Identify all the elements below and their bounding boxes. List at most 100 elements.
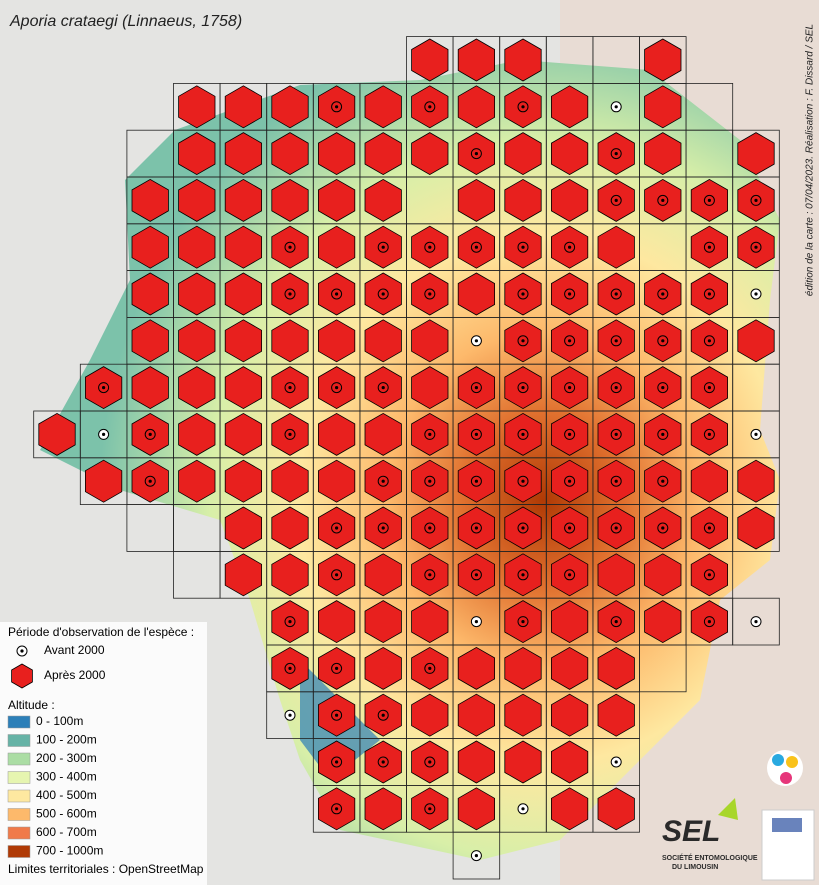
observation-after-2000 bbox=[178, 319, 216, 363]
observation-before-2000 bbox=[703, 194, 715, 206]
observation-dot bbox=[288, 245, 292, 249]
observation-after-2000 bbox=[131, 319, 169, 363]
observation-after-2000 bbox=[85, 459, 123, 503]
observation-dot bbox=[148, 432, 152, 436]
observation-after-2000 bbox=[504, 132, 542, 176]
observation-dot bbox=[335, 526, 339, 530]
observation-dot bbox=[568, 573, 572, 577]
observation-before-2000 bbox=[331, 101, 343, 113]
observation-dot bbox=[428, 105, 432, 109]
observation-dot bbox=[661, 339, 665, 343]
observation-dot bbox=[568, 292, 572, 296]
observation-before-2000 bbox=[377, 475, 389, 487]
observation-before-2000 bbox=[657, 475, 669, 487]
observation-before-2000 bbox=[470, 475, 482, 487]
observation-after-2000 bbox=[224, 178, 263, 222]
observation-before-2000 bbox=[424, 569, 436, 581]
observation-after-2000 bbox=[224, 225, 263, 269]
observation-before-2000 bbox=[564, 522, 576, 534]
observation-before-2000 bbox=[331, 522, 343, 534]
observation-before-2000 bbox=[470, 569, 482, 581]
observation-dot bbox=[335, 760, 339, 764]
observation-dot bbox=[474, 245, 478, 249]
observation-after-2000 bbox=[504, 178, 542, 222]
observation-after-2000 bbox=[457, 646, 496, 690]
observation-dot bbox=[568, 526, 572, 530]
observation-after-2000 bbox=[644, 85, 682, 129]
observation-before-2000 bbox=[470, 522, 482, 534]
observation-after-2000 bbox=[551, 740, 589, 784]
observation-before-2000 bbox=[517, 101, 529, 113]
observation-dot bbox=[661, 198, 665, 202]
observation-dot bbox=[568, 386, 572, 390]
observation-dot bbox=[568, 245, 572, 249]
observation-dot bbox=[335, 386, 339, 390]
observation-after-2000 bbox=[224, 272, 263, 316]
map-title: Aporia crataegi (Linnaeus, 1758) bbox=[9, 13, 242, 30]
observation-after-2000 bbox=[411, 693, 449, 737]
altitude-swatch bbox=[7, 826, 31, 840]
observation-before-2000 bbox=[610, 428, 622, 440]
observation-before-2000 bbox=[284, 662, 296, 674]
observation-dot bbox=[474, 620, 478, 624]
observation-before-2000 bbox=[331, 569, 343, 581]
observation-dot bbox=[614, 526, 618, 530]
partner-logo-part bbox=[772, 754, 784, 766]
observation-after-2000 bbox=[364, 178, 402, 222]
observation-before-2000 bbox=[377, 382, 389, 394]
observation-after-2000 bbox=[271, 319, 309, 363]
observation-dot bbox=[707, 245, 712, 249]
observation-after-2000 bbox=[597, 693, 635, 737]
observation-after-2000 bbox=[504, 38, 542, 82]
observation-after-2000 bbox=[271, 506, 309, 550]
observation-before-2000 bbox=[331, 756, 343, 768]
observation-dot bbox=[707, 432, 712, 436]
observation-after-2000 bbox=[644, 553, 682, 597]
observation-dot bbox=[381, 479, 385, 483]
observation-after-2000 bbox=[178, 459, 216, 503]
observation-dot bbox=[614, 339, 618, 343]
observation-before-2000 bbox=[331, 288, 343, 300]
observation-before-2000 bbox=[703, 569, 715, 581]
observation-dot bbox=[428, 292, 432, 296]
observation-before-2000 bbox=[703, 522, 715, 534]
observation-dot bbox=[474, 386, 478, 390]
observation-dot bbox=[614, 292, 618, 296]
observation-dot bbox=[428, 573, 432, 577]
observation-before-2000 bbox=[750, 241, 762, 253]
observation-dot bbox=[102, 386, 106, 390]
legend-dot-center bbox=[20, 649, 24, 653]
observation-after-2000 bbox=[364, 787, 402, 831]
observation-before-2000 bbox=[424, 522, 436, 534]
grid-cell bbox=[732, 504, 780, 552]
observation-dot bbox=[614, 760, 618, 764]
observation-after-2000 bbox=[457, 38, 496, 82]
observation-after-2000 bbox=[597, 553, 635, 597]
observation-before-2000 bbox=[517, 616, 529, 628]
observation-before-2000 bbox=[377, 756, 389, 768]
observation-dot bbox=[428, 760, 432, 764]
altitude-title: Altitude : bbox=[8, 698, 55, 712]
observation-after-2000 bbox=[131, 178, 169, 222]
observation-before-2000 bbox=[331, 382, 343, 394]
observation-before-2000 bbox=[284, 241, 296, 253]
observation-after-2000 bbox=[178, 412, 216, 456]
observation-dot bbox=[614, 432, 618, 436]
observation-after-2000 bbox=[457, 740, 496, 784]
observation-dot bbox=[521, 339, 525, 343]
observation-before-2000 bbox=[703, 382, 715, 394]
observation-before-2000 bbox=[98, 382, 110, 394]
observation-before-2000 bbox=[564, 569, 576, 581]
altitude-label: 300 - 400m bbox=[36, 770, 97, 784]
observation-after-2000 bbox=[644, 132, 682, 176]
observation-dot bbox=[381, 292, 385, 296]
observation-dot bbox=[288, 432, 292, 436]
observation-after-2000 bbox=[364, 600, 402, 644]
observation-before-2000 bbox=[610, 148, 622, 160]
observation-after-2000 bbox=[131, 272, 169, 316]
observation-before-2000 bbox=[657, 522, 669, 534]
observation-before-2000 bbox=[377, 241, 389, 253]
observation-before-2000 bbox=[144, 475, 156, 487]
observation-after-2000 bbox=[644, 38, 682, 82]
observation-dot bbox=[474, 479, 478, 483]
